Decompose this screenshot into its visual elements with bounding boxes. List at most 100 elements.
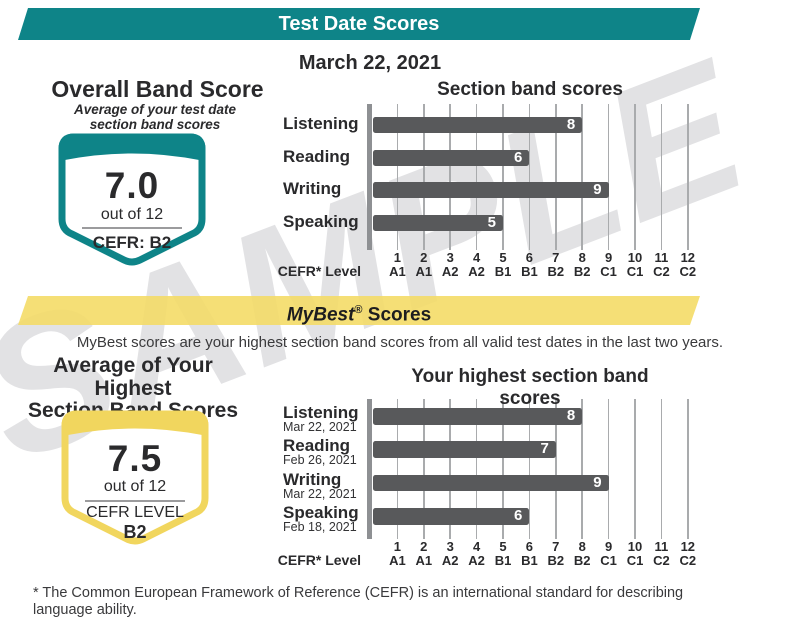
row-label-speaking: Speaking	[283, 212, 359, 232]
row-label-listening: Listening	[283, 403, 359, 422]
bar-writing: 9	[373, 182, 609, 199]
mybest-description: MyBest scores are your highest section b…	[76, 334, 724, 351]
tick-number: 8	[578, 250, 586, 265]
tick-cefr: C2	[653, 553, 670, 568]
tick-cefr: B1	[494, 264, 512, 279]
tick-cefr: C1	[600, 264, 617, 279]
grid-line	[581, 399, 583, 539]
subtitle-line-1: Average of your test date	[73, 102, 237, 117]
grid-line	[502, 104, 504, 250]
tick-cefr: C1	[626, 264, 644, 279]
tick-number: 4	[472, 250, 481, 265]
grid-line	[528, 104, 531, 250]
mybest-brand: MyBest	[286, 304, 355, 326]
tick-number: 7	[552, 250, 560, 265]
tick-cefr: A2	[441, 264, 459, 279]
tick-number: 9	[604, 250, 613, 265]
test-date: March 22, 2021	[298, 52, 442, 74]
test-date-scores-banner: Test Date Scores	[18, 8, 700, 40]
tick-number: 6	[525, 539, 533, 554]
grid-line	[634, 104, 636, 250]
tick-number: 1	[393, 539, 401, 554]
badge-top-band	[58, 133, 206, 161]
tick-cefr: C2	[653, 264, 670, 279]
y-axis-line	[366, 399, 372, 539]
bar-listening: 8	[373, 407, 583, 425]
subtitle-line-2: section band scores	[89, 117, 221, 132]
average-score-outof: out of 12	[103, 478, 167, 495]
badge-divider	[85, 500, 185, 502]
grid-line	[607, 104, 610, 250]
tick-number: 11	[654, 539, 669, 554]
grid-line	[449, 104, 451, 250]
row-label-listening: Listening	[283, 114, 359, 133]
tick-cefr: B2	[573, 264, 591, 279]
section-band-scores-chart-title: Section band scores	[437, 79, 623, 100]
tick-cefr: A2	[468, 553, 485, 568]
tick-cefr: B2	[573, 553, 591, 568]
tick-cefr: B1	[521, 264, 538, 279]
overall-cefr: CEFR: B2	[92, 233, 172, 252]
tick-cefr: A1	[389, 553, 406, 568]
tick-cefr: C2	[679, 264, 697, 279]
grid-line	[687, 104, 689, 250]
bar-reading: 7	[373, 441, 556, 458]
average-score-value: 7.5	[107, 438, 163, 479]
grid-line	[475, 104, 478, 250]
mybest-scores-banner: MyBest® Scores	[18, 296, 700, 325]
row-label-writing: Writing	[283, 179, 342, 199]
grid-line	[607, 399, 610, 539]
average-cefr-label: CEFR LEVEL	[86, 504, 184, 521]
grid-line	[634, 399, 636, 539]
tick-number: 10	[627, 539, 643, 554]
grid-line	[660, 399, 663, 539]
tick-number: 12	[680, 539, 696, 554]
grid-line	[528, 399, 531, 539]
cefr-footnote: * The Common European Framework of Refer…	[33, 585, 684, 618]
bar-speaking: 5	[373, 215, 503, 232]
grid-line	[687, 399, 689, 539]
tick-number: 2	[420, 250, 428, 265]
tick-cefr: B2	[547, 553, 565, 568]
row-date-listening: Mar 22, 2021	[283, 420, 357, 434]
tick-cefr: A2	[441, 553, 459, 568]
mybest-scores-word: Scores	[362, 304, 432, 326]
grid-line	[423, 104, 425, 250]
tick-number: 8	[578, 539, 586, 554]
grid-line	[502, 399, 504, 539]
overall-score-value: 7.0	[104, 165, 160, 206]
grid-line	[555, 104, 557, 250]
tick-number: 6	[525, 250, 533, 265]
badge-divider	[82, 227, 182, 229]
bar-reading: 6	[373, 149, 530, 166]
tick-cefr: A1	[389, 264, 406, 279]
grid-line	[475, 399, 478, 539]
test-date-scores-title: Test Date Scores	[278, 13, 440, 35]
cefr-level-axis-label: CEFR* Level	[277, 263, 361, 279]
grid-line	[396, 104, 399, 250]
row-label-speaking: Speaking	[283, 503, 359, 522]
grid-line	[449, 399, 451, 539]
grid-line	[581, 104, 583, 250]
overall-band-score-title: Overall Band Score	[51, 76, 264, 102]
tick-number: 12	[680, 250, 696, 265]
grid-line	[396, 399, 399, 539]
tick-number: 4	[472, 539, 481, 554]
tick-number: 10	[627, 250, 643, 265]
overall-score-outof: out of 12	[100, 206, 164, 223]
tick-number: 7	[552, 539, 560, 554]
tick-number: 5	[499, 539, 507, 554]
tick-number: 3	[446, 250, 454, 265]
tick-cefr: B1	[521, 553, 538, 568]
highest-average-badge: 7.5 out of 12 CEFR LEVEL B2	[57, 404, 213, 556]
tick-number: 2	[420, 539, 428, 554]
tick-cefr: B1	[494, 553, 512, 568]
average-cefr-value: B2	[123, 522, 147, 542]
tick-number: 3	[446, 539, 454, 554]
bar-listening: 8	[373, 117, 583, 133]
overall-band-score-subtitle: Average of your test date section band s…	[35, 102, 275, 132]
tick-cefr: A2	[468, 264, 485, 279]
row-label-writing: Writing	[283, 469, 342, 489]
registered-mark: ®	[354, 304, 363, 316]
